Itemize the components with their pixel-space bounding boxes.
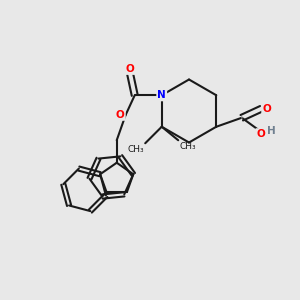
- Text: CH₃: CH₃: [180, 142, 196, 151]
- Text: O: O: [116, 110, 125, 120]
- Text: H: H: [267, 126, 276, 136]
- Text: O: O: [256, 129, 265, 139]
- Text: C: C: [241, 117, 242, 118]
- Text: O: O: [126, 64, 135, 74]
- Text: CH₃: CH₃: [127, 145, 144, 154]
- Text: N: N: [157, 90, 166, 100]
- Text: O: O: [262, 104, 271, 114]
